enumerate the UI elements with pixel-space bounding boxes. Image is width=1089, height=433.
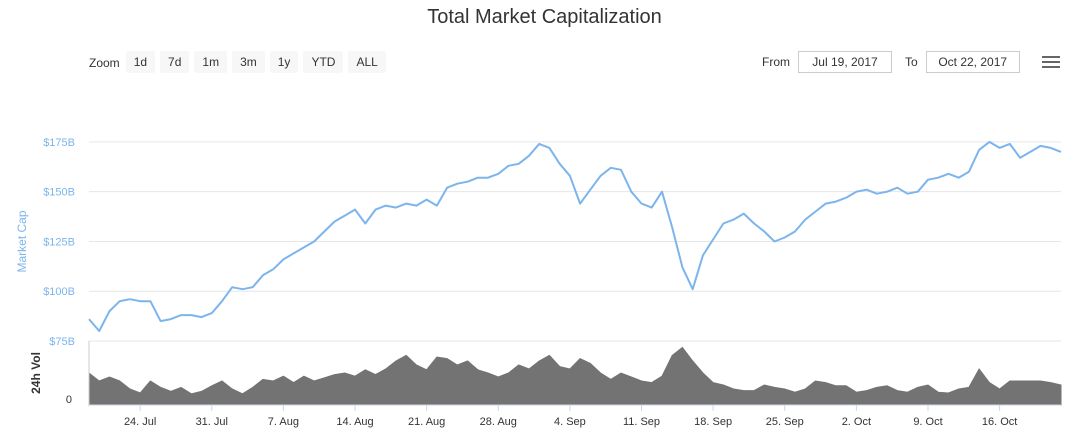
x-tick-label: 21. Aug (408, 416, 445, 428)
y-tick-label: $125B (43, 236, 75, 248)
range-to: To (905, 51, 1020, 73)
from-label: From (762, 55, 790, 69)
zoom-button-all[interactable]: ALL (348, 51, 386, 73)
zoom-button-1m[interactable]: 1m (194, 51, 228, 73)
x-tick-label: 24. Jul (124, 416, 156, 428)
x-tick-label: 2. Oct (842, 416, 871, 428)
zoom-bar: Zoom 1d 7d 1m 3m 1y YTD ALL (89, 51, 391, 73)
x-tick-label: 4. Sep (554, 416, 586, 428)
range-from: From (762, 51, 892, 73)
x-tick-label: 28. Aug (480, 416, 517, 428)
x-tick-label: 16. Oct (982, 416, 1017, 428)
hamburger-menu-icon[interactable] (1042, 56, 1060, 70)
x-axis-ticks: 24. Jul 31. Jul 7. Aug 14. Aug 21. Aug 28. Au… (124, 405, 1017, 428)
to-label: To (905, 55, 918, 69)
x-tick-label: 25. Sep (766, 416, 804, 428)
zoom-button-ytd[interactable]: YTD (303, 51, 344, 73)
zoom-label: Zoom (89, 56, 120, 70)
zoom-button-1y[interactable]: 1y (269, 51, 299, 73)
volume-y-axis-label: 24h Vol (29, 352, 43, 394)
volume-area (88, 341, 1062, 406)
x-tick-label: 14. Aug (336, 416, 373, 428)
y-tick-label: $75B (49, 336, 75, 348)
x-tick-label: 9. Oct (913, 416, 942, 428)
zoom-button-3m[interactable]: 3m (232, 51, 265, 73)
to-date-input[interactable] (925, 51, 1020, 73)
from-date-input[interactable] (798, 51, 892, 73)
zoom-button-1d[interactable]: 1d (125, 51, 156, 73)
y-tick-label: $175B (43, 137, 75, 149)
x-tick-label: 7. Aug (268, 416, 299, 428)
x-tick-label: 11. Sep (623, 416, 660, 428)
y-tick-label: $150B (43, 187, 75, 199)
grid-lines (89, 141, 1061, 342)
volume-area-shape (88, 346, 1062, 406)
x-tick-label: 18. Sep (694, 416, 732, 428)
volume-y-tick-label: 0 (66, 394, 72, 406)
zoom-button-7d[interactable]: 7d (160, 51, 190, 73)
y-axis-ticks: $75B $100B $125B $150B $175B (43, 137, 75, 348)
x-tick-label: 31. Jul (196, 416, 228, 428)
volume-y-axis-ticks: 0 (66, 394, 72, 406)
market-cap-line[interactable] (88, 140, 1062, 332)
y-tick-label: $100B (43, 286, 75, 298)
y-axis-label: Market Cap (15, 210, 29, 272)
chart-title: Total Market Capitalization (427, 6, 662, 28)
